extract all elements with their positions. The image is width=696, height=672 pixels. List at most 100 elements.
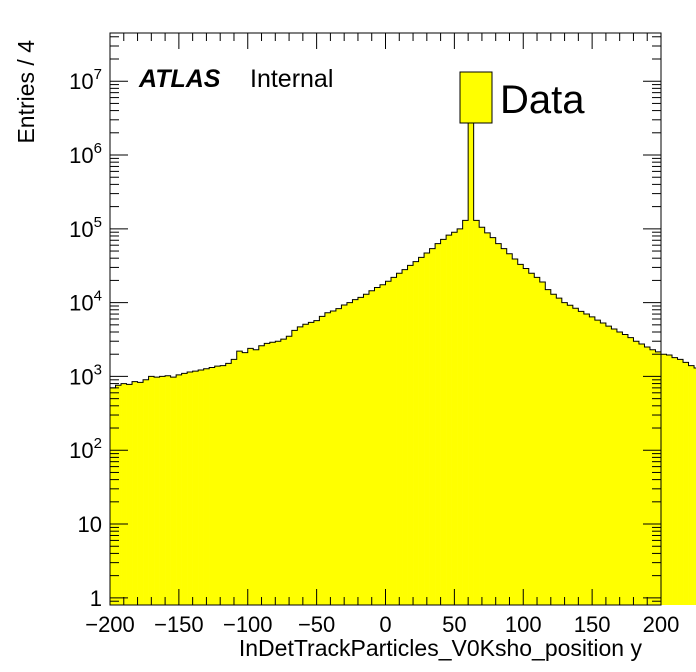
histogram-bin bbox=[236, 351, 243, 605]
histogram-bin bbox=[165, 375, 171, 605]
histogram-bin bbox=[363, 294, 370, 605]
histogram-bin bbox=[661, 354, 667, 605]
histogram-bin bbox=[357, 297, 364, 605]
x-tick-label: −50 bbox=[298, 612, 335, 637]
histogram-bin bbox=[495, 243, 502, 605]
histogram-bin bbox=[242, 352, 249, 605]
histogram-bin bbox=[622, 334, 629, 605]
histogram-bin bbox=[291, 330, 298, 605]
histogram-bin bbox=[192, 371, 199, 605]
histogram-bin bbox=[352, 299, 359, 605]
x-tick-label: 50 bbox=[442, 612, 466, 637]
histogram-bin bbox=[473, 220, 480, 605]
histogram-bin bbox=[302, 324, 309, 605]
histogram-bin bbox=[143, 379, 149, 605]
histogram-bin bbox=[468, 116, 474, 605]
histogram-bin bbox=[368, 290, 375, 605]
x-tick-label: 100 bbox=[505, 612, 542, 637]
histogram-bin bbox=[137, 382, 144, 605]
histogram-bin bbox=[429, 248, 436, 606]
histogram-bin bbox=[396, 273, 403, 605]
histogram-bin bbox=[462, 220, 469, 605]
histogram-bin bbox=[457, 228, 463, 605]
histogram-bin bbox=[247, 348, 254, 605]
histogram-bin bbox=[280, 339, 287, 605]
x-tick-label: −200 bbox=[85, 612, 135, 637]
histogram-bin bbox=[594, 320, 601, 605]
histogram-bin bbox=[484, 232, 491, 605]
histogram-bin bbox=[297, 326, 304, 605]
histogram-bin bbox=[308, 322, 315, 605]
histogram-bin bbox=[181, 373, 188, 605]
histogram-bin bbox=[550, 294, 557, 605]
histogram-bin bbox=[313, 320, 320, 605]
y-tick-label: 104 bbox=[69, 288, 102, 316]
histogram-bin bbox=[589, 316, 596, 605]
y-tick-label: 103 bbox=[69, 361, 102, 389]
x-tick-label: 0 bbox=[379, 612, 391, 637]
histogram-bin bbox=[214, 366, 221, 605]
histogram-bin bbox=[567, 305, 574, 605]
histogram-bin bbox=[231, 359, 238, 605]
histogram-bin bbox=[517, 264, 524, 605]
histogram-bin bbox=[126, 384, 133, 605]
histogram-bin bbox=[132, 381, 138, 605]
histogram-bin bbox=[523, 268, 530, 605]
x-tick-label: 200 bbox=[643, 612, 680, 637]
histogram-bin bbox=[501, 248, 508, 606]
histogram-bin bbox=[633, 341, 640, 605]
histogram-bin bbox=[330, 311, 337, 605]
histogram-bin bbox=[341, 304, 348, 605]
histogram-bin bbox=[148, 376, 155, 605]
histogram-bin bbox=[253, 349, 260, 605]
histogram-bin bbox=[556, 298, 563, 605]
histogram-bin bbox=[672, 357, 678, 605]
histogram-bin bbox=[424, 253, 430, 605]
histogram-bin bbox=[176, 374, 182, 605]
histogram-bin bbox=[512, 259, 519, 605]
histogram-bin bbox=[170, 377, 177, 605]
histogram-bin bbox=[694, 368, 696, 605]
y-axis-ticks bbox=[110, 36, 661, 606]
internal-label: Internal bbox=[250, 65, 333, 93]
histogram-bin bbox=[572, 308, 579, 605]
x-axis-title: InDetTrackParticles_V0Ksho_position y bbox=[239, 635, 643, 661]
y-tick-label: 106 bbox=[69, 140, 102, 168]
histogram-bars bbox=[110, 116, 696, 606]
histogram-bin bbox=[539, 282, 546, 605]
histogram-bin bbox=[413, 261, 419, 605]
histogram-bin bbox=[506, 253, 513, 605]
histogram-bin bbox=[677, 359, 684, 605]
histogram-bin bbox=[490, 237, 496, 606]
histogram-bin bbox=[110, 387, 116, 605]
y-tick-label: 1 bbox=[90, 586, 102, 611]
histogram-bin bbox=[611, 328, 618, 605]
histogram-bin bbox=[561, 302, 568, 605]
histogram-bin bbox=[154, 377, 160, 605]
histogram-bin bbox=[402, 269, 408, 605]
histogram-bin bbox=[545, 289, 552, 605]
x-tick-label: −150 bbox=[154, 612, 204, 637]
y-axis-title: Entries / 4 bbox=[13, 40, 39, 144]
histogram-bin bbox=[258, 345, 265, 605]
histogram-bin bbox=[583, 314, 590, 605]
histogram-bin bbox=[203, 368, 210, 605]
histogram-bin bbox=[616, 331, 623, 605]
histogram-bin bbox=[435, 243, 441, 605]
histogram-bin bbox=[655, 351, 662, 605]
atlas-label: ATLAS bbox=[138, 65, 221, 93]
histogram-bin bbox=[688, 365, 695, 605]
histogram-bin bbox=[225, 363, 232, 605]
histogram-bin bbox=[121, 383, 127, 605]
histogram-bin bbox=[666, 355, 673, 605]
histogram-bin bbox=[159, 376, 166, 605]
y-tick-label: 107 bbox=[69, 66, 102, 94]
legend-label: Data bbox=[500, 78, 585, 122]
histogram-bin bbox=[286, 336, 293, 605]
histogram-bin bbox=[264, 343, 271, 605]
histogram-bin bbox=[440, 239, 447, 606]
histogram-bin bbox=[534, 277, 541, 605]
x-axis-ticks bbox=[109, 33, 662, 605]
histogram-bin bbox=[187, 371, 193, 605]
